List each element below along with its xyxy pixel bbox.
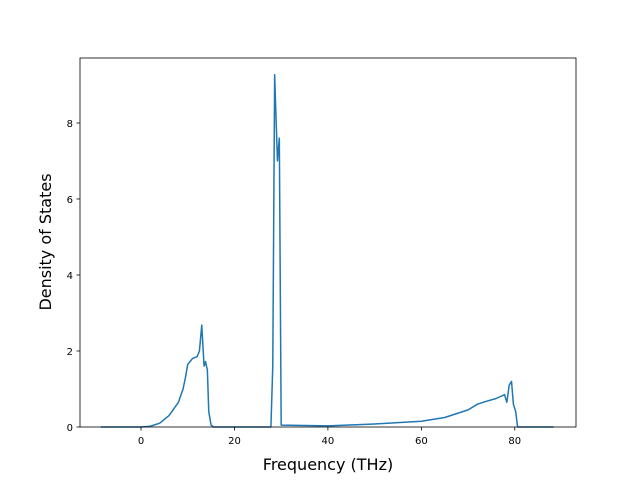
x-tick-label: 60 bbox=[415, 436, 428, 447]
x-axis-label: Frequency (THz) bbox=[263, 455, 393, 474]
line-series bbox=[100, 73, 554, 428]
x-tick-label: 80 bbox=[508, 436, 521, 447]
x-tick-label: 0 bbox=[138, 436, 144, 447]
y-axis-label: Density of States bbox=[36, 173, 55, 310]
y-tick-label: 4 bbox=[67, 271, 73, 282]
y-tick-label: 8 bbox=[67, 119, 73, 130]
x-tick-label: 20 bbox=[228, 436, 241, 447]
plot-area bbox=[100, 73, 554, 428]
y-tick-label: 0 bbox=[67, 423, 73, 434]
y-tick-label: 2 bbox=[67, 347, 73, 358]
y-tick-label: 6 bbox=[67, 195, 73, 206]
x-tick-label: 40 bbox=[322, 436, 335, 447]
